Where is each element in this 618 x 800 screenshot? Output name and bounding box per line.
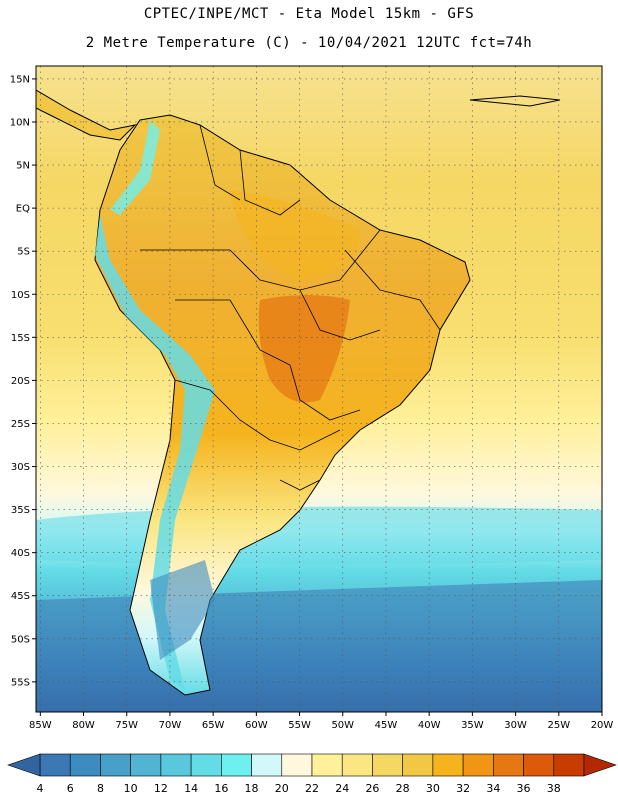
- temperature-map: 15N 10N 5N EQ 5S 10S 15S 20S 25S 30S 35S 40S 45S 50S 5…: [10, 65, 613, 731]
- colorbar-cell: [523, 753, 555, 777]
- colorbar-label: 14: [184, 782, 198, 795]
- lat-label: 10N: [10, 117, 30, 128]
- lat-label: 25S: [11, 419, 30, 430]
- northern-andes-cold: [110, 120, 160, 215]
- colorbar-label: 26: [365, 782, 379, 795]
- colorbar-cell: [462, 753, 494, 777]
- colorbar-label: 24: [335, 782, 349, 795]
- colorbar-cell: [100, 753, 131, 777]
- caribbean-islands: [469, 95, 561, 107]
- country-borders: [140, 124, 441, 491]
- lat-label: 10S: [11, 290, 30, 301]
- ocean-cool-band: [36, 506, 602, 565]
- lat-label: 15S: [11, 333, 30, 344]
- lat-label: 35S: [11, 505, 30, 516]
- colorbar-low-arrow: [7, 753, 41, 777]
- colorbar-cell: [432, 753, 464, 777]
- lon-label: 30W: [504, 720, 527, 731]
- lat-label: 45S: [11, 591, 30, 602]
- colorbar-cell: [311, 753, 343, 777]
- colorbar-cell: [190, 753, 222, 777]
- lon-label: 65W: [202, 720, 225, 731]
- axis-ticks: [32, 78, 603, 716]
- colorbar: 4 6 8 10 12 14 16 18 20 22 24 26 28 30 32 34 36 38: [7, 753, 617, 795]
- colorbar-label: 12: [154, 782, 168, 795]
- patagonia-cold: [150, 560, 215, 660]
- lon-label: 70W: [159, 720, 182, 731]
- colorbar-label: 16: [214, 782, 228, 795]
- colorbar-cell: [251, 753, 283, 777]
- lon-label: 60W: [245, 720, 268, 731]
- lon-label: 80W: [72, 720, 95, 731]
- lat-label: 55S: [11, 677, 30, 688]
- colorbar-cell: [553, 753, 585, 777]
- graticule: [36, 66, 602, 712]
- lat-label: 20S: [11, 376, 30, 387]
- lon-label: 35W: [461, 720, 484, 731]
- colorbar-cell: [493, 753, 524, 777]
- colorbar-label: 36: [517, 782, 531, 795]
- lon-label: 50W: [331, 720, 354, 731]
- lat-label: 50S: [11, 634, 30, 645]
- longitude-labels: 85W 80W 75W 70W 65W 60W 55W 50W 45W 40W 35W 30W 25W 2…: [29, 720, 613, 731]
- ocean-cold-band: [36, 580, 602, 712]
- colorbar-cell: [341, 753, 373, 777]
- colorbar-label: 32: [456, 782, 470, 795]
- colorbar-label: 18: [245, 782, 259, 795]
- lon-label: 45W: [375, 720, 398, 731]
- colorbar-label: 22: [305, 782, 319, 795]
- map-field: [36, 66, 602, 712]
- chart-title-line2: 2 Metre Temperature (C) - 10/04/2021 12U…: [85, 35, 533, 51]
- colorbar-label: 34: [486, 782, 500, 795]
- lat-label: 30S: [11, 462, 30, 473]
- colorbar-label: 10: [124, 782, 138, 795]
- colorbar-cell: [372, 753, 403, 777]
- lat-label: 5S: [17, 247, 30, 258]
- lon-label: 20W: [591, 720, 614, 731]
- lat-label: 15N: [10, 74, 30, 85]
- colorbar-cell: [402, 753, 434, 777]
- colorbar-label: 8: [97, 782, 104, 795]
- colorbar-label: 28: [396, 782, 410, 795]
- colorbar-label: 38: [547, 782, 561, 795]
- lon-label: 40W: [418, 720, 441, 731]
- colorbar-high-arrow: [583, 753, 617, 777]
- colorbar-cell: [130, 753, 162, 777]
- chart-title-line1: CPTEC/INPE/MCT - Eta Model 15km - GFS: [143, 6, 475, 22]
- colorbar-cell: [160, 753, 192, 777]
- lon-label: 55W: [288, 720, 311, 731]
- colorbar-label: 4: [37, 782, 44, 795]
- colorbar-cell: [39, 753, 71, 777]
- colorbar-label: 30: [426, 782, 440, 795]
- colorbar-label: 6: [67, 782, 74, 795]
- map-frame: [35, 65, 603, 713]
- colorbar-cell: [281, 753, 313, 777]
- latitude-labels: 15N 10N 5N EQ 5S 10S 15S 20S 25S 30S 35S 40S 45S 50S 5…: [10, 74, 30, 688]
- lat-label: EQ: [16, 204, 30, 215]
- lat-label: 40S: [11, 548, 30, 559]
- lon-label: 85W: [29, 720, 52, 731]
- colorbar-cell: [69, 753, 101, 777]
- amazon-warm-region: [230, 190, 360, 280]
- hot-core-region: [258, 295, 350, 403]
- lat-label: 5N: [16, 161, 30, 172]
- colorbar-cell: [221, 753, 252, 777]
- colorbar-label: 20: [275, 782, 289, 795]
- lon-label: 75W: [115, 720, 138, 731]
- lon-label: 25W: [547, 720, 570, 731]
